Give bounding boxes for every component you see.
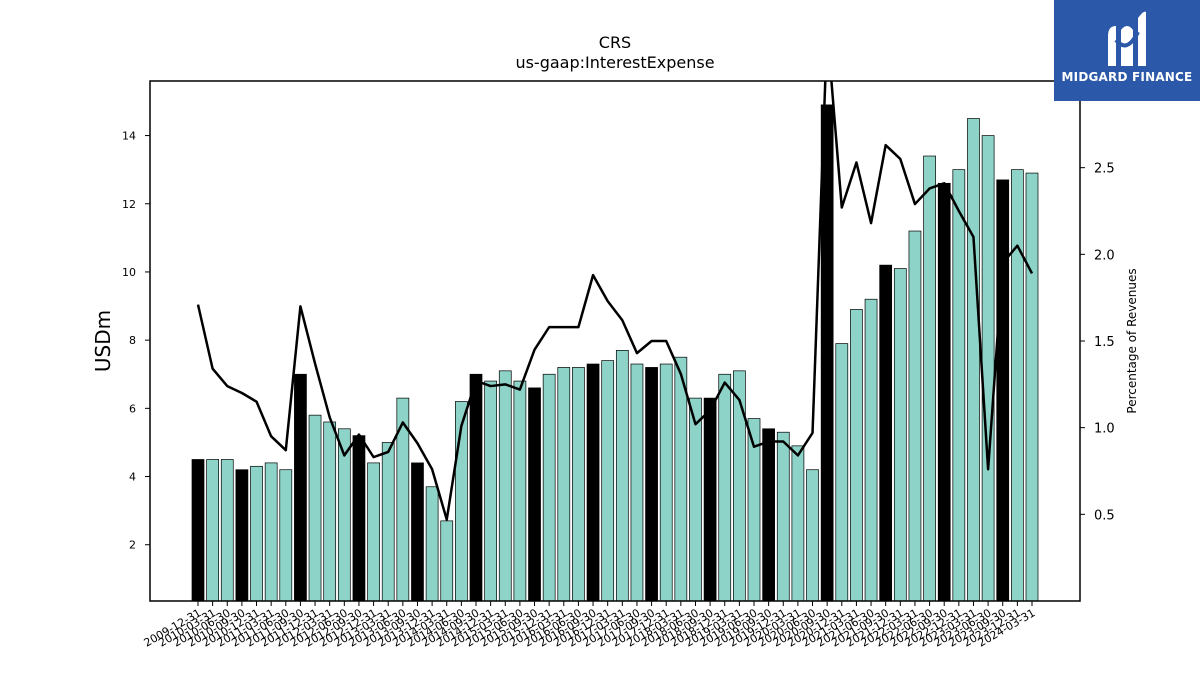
bar-2019-09-30	[762, 428, 775, 601]
bar-2009-12-31	[191, 459, 205, 601]
bar-2024-03-31	[1025, 172, 1039, 601]
y2-tick-label: 2.0	[1094, 248, 1115, 263]
bar-series	[191, 104, 1039, 601]
bar-2013-03-31	[381, 442, 395, 601]
bar-2010-06-30	[220, 459, 234, 601]
bar-2017-03-31	[615, 350, 629, 601]
bar-2014-12-31	[484, 380, 497, 601]
bar-2020-12-31	[835, 343, 849, 601]
y2-tick-label: 0.5	[1094, 508, 1115, 523]
bar-2020-09-30	[820, 104, 834, 601]
bar-2021-03-31	[850, 309, 863, 601]
bar-2020-03-31	[791, 445, 805, 601]
bar-2011-09-30	[294, 373, 307, 601]
y2-axis-label: Percentage of Revenues	[1125, 268, 1139, 413]
y-tick-label: 8	[129, 334, 136, 347]
bar-2017-06-30	[630, 363, 644, 601]
bar-2012-09-30	[352, 435, 366, 601]
bar-2021-12-31	[893, 268, 907, 601]
bar-2014-09-30	[469, 373, 483, 601]
x-axis-ticks: 2009-12-312010-03-312010-06-302010-09-30…	[142, 601, 1038, 650]
bar-2019-12-31	[776, 431, 790, 601]
y2-tick-label: 2.5	[1094, 162, 1115, 177]
chart-title: CRS	[599, 33, 631, 52]
bar-2015-03-31	[498, 370, 512, 601]
y-tick-label: 10	[122, 266, 136, 279]
bar-2012-12-31	[367, 462, 380, 601]
bar-2012-03-31	[323, 421, 337, 601]
bar-2018-09-30	[703, 397, 717, 601]
bar-2016-12-31	[601, 360, 615, 601]
bar-2019-06-30	[747, 418, 761, 601]
bar-2019-03-31	[733, 370, 746, 601]
bar-2013-09-30	[411, 462, 424, 601]
bar-2016-06-30	[572, 367, 585, 601]
bar-2015-09-30	[528, 387, 541, 601]
y2-tick-label: 1.0	[1094, 422, 1115, 437]
bar-2010-03-31	[206, 459, 219, 601]
bar-2018-06-30	[689, 397, 702, 601]
bar-2023-03-31	[967, 118, 980, 601]
y-axis-ticks: 2 4 6 8 10 12 14	[122, 130, 150, 552]
bar-2017-09-30	[645, 367, 658, 601]
bar-2022-03-31	[908, 230, 922, 601]
chart-subtitle: us-gaap:InterestExpense	[515, 53, 714, 72]
bar-2017-12-31	[659, 363, 673, 601]
bar-2015-12-31	[542, 373, 556, 601]
bar-2016-03-31	[557, 367, 571, 601]
midgard-logo-icon	[1108, 11, 1146, 67]
bar-2010-09-30	[235, 469, 249, 601]
bar-2023-09-30	[996, 179, 1010, 601]
line-percentage-of-revenues	[196, 81, 1034, 521]
y-tick-label: 6	[129, 402, 136, 415]
y-tick-label: 14	[122, 130, 136, 143]
brand-logo: MIDGARD FINANCE	[1054, 0, 1200, 101]
bar-2014-03-31	[440, 520, 454, 601]
bar-2021-06-30	[864, 298, 878, 601]
y2-axis-ticks: 0.5 1.0 1.5 2.0 2.5	[1080, 162, 1115, 523]
bar-2015-06-30	[513, 380, 527, 601]
y2-tick-label: 1.5	[1094, 335, 1115, 350]
y-tick-label: 4	[129, 471, 136, 484]
line-series	[196, 81, 1034, 521]
y-tick-label: 12	[122, 198, 136, 211]
bar-2011-03-31	[264, 462, 278, 601]
bar-2016-09-30	[586, 363, 600, 601]
bar-2022-12-31	[952, 169, 966, 601]
bar-2018-12-31	[718, 373, 732, 601]
bar-2022-06-30	[923, 155, 936, 601]
bar-2011-06-30	[279, 469, 293, 601]
bar-2020-06-30	[806, 469, 819, 601]
logo-text: MIDGARD FINANCE	[1061, 70, 1193, 84]
bar-2018-03-31	[674, 356, 688, 601]
bar-2013-12-31	[425, 486, 439, 601]
bar-2021-09-30	[879, 264, 893, 601]
bar-2010-12-31	[250, 465, 263, 601]
bar-2022-09-30	[937, 182, 951, 601]
bar-2023-06-30	[981, 135, 995, 601]
y-axis-label: USDm	[91, 310, 115, 372]
y-tick-label: 2	[129, 539, 136, 552]
plot-frame	[149, 80, 1081, 602]
bar-2011-12-31	[308, 414, 322, 601]
bar-2023-12-31	[1011, 169, 1024, 601]
